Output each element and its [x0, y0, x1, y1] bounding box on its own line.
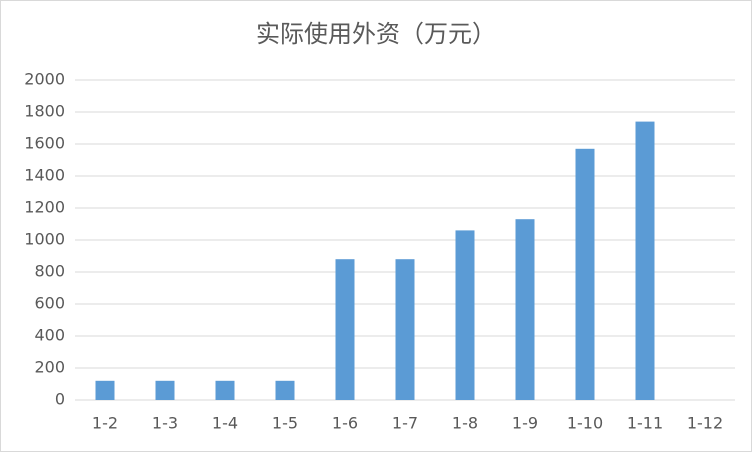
bar — [155, 380, 175, 400]
bar — [335, 259, 355, 400]
y-tick-label: 800 — [34, 262, 65, 281]
y-tick-label: 1600 — [24, 134, 65, 153]
y-tick-label: 400 — [34, 326, 65, 345]
x-tick-label: 1-5 — [272, 414, 298, 433]
bar — [515, 219, 535, 400]
bar — [455, 230, 475, 400]
y-tick-label: 1000 — [24, 230, 65, 249]
y-tick-label: 1400 — [24, 166, 65, 185]
bar — [635, 121, 655, 400]
y-tick-label: 2000 — [24, 70, 65, 89]
y-tick-label: 1200 — [24, 198, 65, 217]
bar — [215, 380, 235, 400]
x-tick-label: 1-2 — [92, 414, 118, 433]
x-tick-label: 1-12 — [687, 414, 723, 433]
x-tick-label: 1-6 — [332, 414, 358, 433]
x-tick-label: 1-3 — [152, 414, 178, 433]
y-tick-label: 0 — [55, 390, 65, 409]
y-tick-label: 600 — [34, 294, 65, 313]
bar — [575, 148, 595, 400]
y-tick-label: 200 — [34, 358, 65, 377]
x-tick-label: 1-4 — [212, 414, 238, 433]
x-tick-label: 1-11 — [627, 414, 663, 433]
x-tick-label: 1-8 — [452, 414, 478, 433]
x-tick-label: 1-7 — [392, 414, 418, 433]
bar — [395, 259, 415, 400]
x-tick-label: 1-10 — [567, 414, 603, 433]
bar — [275, 380, 295, 400]
y-tick-label: 1800 — [24, 102, 65, 121]
x-tick-label: 1-9 — [512, 414, 538, 433]
chart-title: 实际使用外资（万元） — [256, 20, 496, 48]
bar — [95, 380, 115, 400]
